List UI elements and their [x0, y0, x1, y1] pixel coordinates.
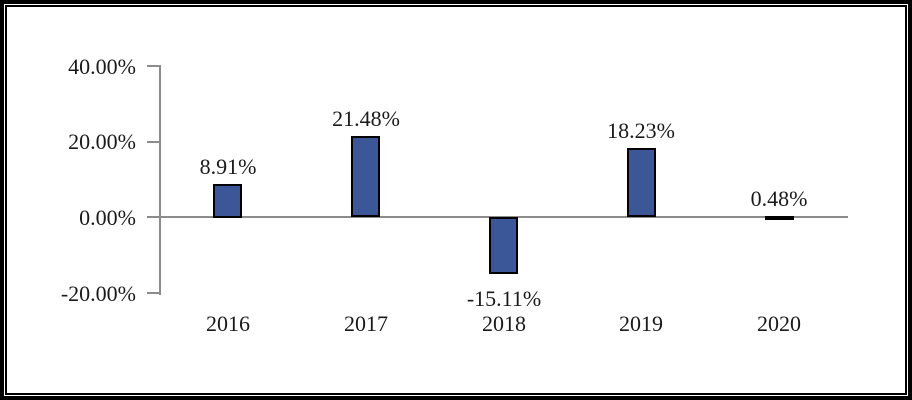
- bar-2018: [489, 217, 518, 274]
- y-axis-label: 40.00%: [68, 54, 136, 79]
- y-axis-label: -20.00%: [60, 281, 136, 306]
- data-label-2019: 18.23%: [607, 118, 675, 143]
- data-label-2018: -15.11%: [466, 286, 542, 311]
- bar-2020: [765, 216, 794, 220]
- bar-2016: [213, 184, 242, 218]
- y-axis-label: 0.00%: [79, 205, 136, 230]
- bar-2017: [351, 136, 380, 217]
- x-axis-label-2018: 2018: [482, 311, 526, 336]
- chart-inner-frame: 40.00% 20.00% 0.00% -20.00% 8.91% 2016 21.48% 2…: [5, 5, 907, 395]
- y-axis-tick: [147, 141, 161, 143]
- x-axis-label-2017: 2017: [344, 311, 388, 336]
- x-axis-label-2016: 2016: [206, 311, 250, 336]
- bar-2019: [627, 148, 656, 217]
- bar-chart: 40.00% 20.00% 0.00% -20.00% 8.91% 2016 21.48% 2…: [7, 7, 905, 393]
- x-axis-label-2020: 2020: [757, 311, 801, 336]
- data-label-2016: 8.91%: [199, 154, 257, 179]
- y-axis-tick: [147, 216, 161, 218]
- y-axis-tick: [147, 65, 161, 67]
- data-label-2020: 0.48%: [750, 186, 808, 211]
- data-label-2017: 21.48%: [332, 106, 400, 131]
- y-axis-tick: [147, 292, 161, 294]
- x-axis-label-2019: 2019: [619, 311, 663, 336]
- y-axis-label: 20.00%: [68, 129, 136, 154]
- y-axis-line: [159, 66, 161, 295]
